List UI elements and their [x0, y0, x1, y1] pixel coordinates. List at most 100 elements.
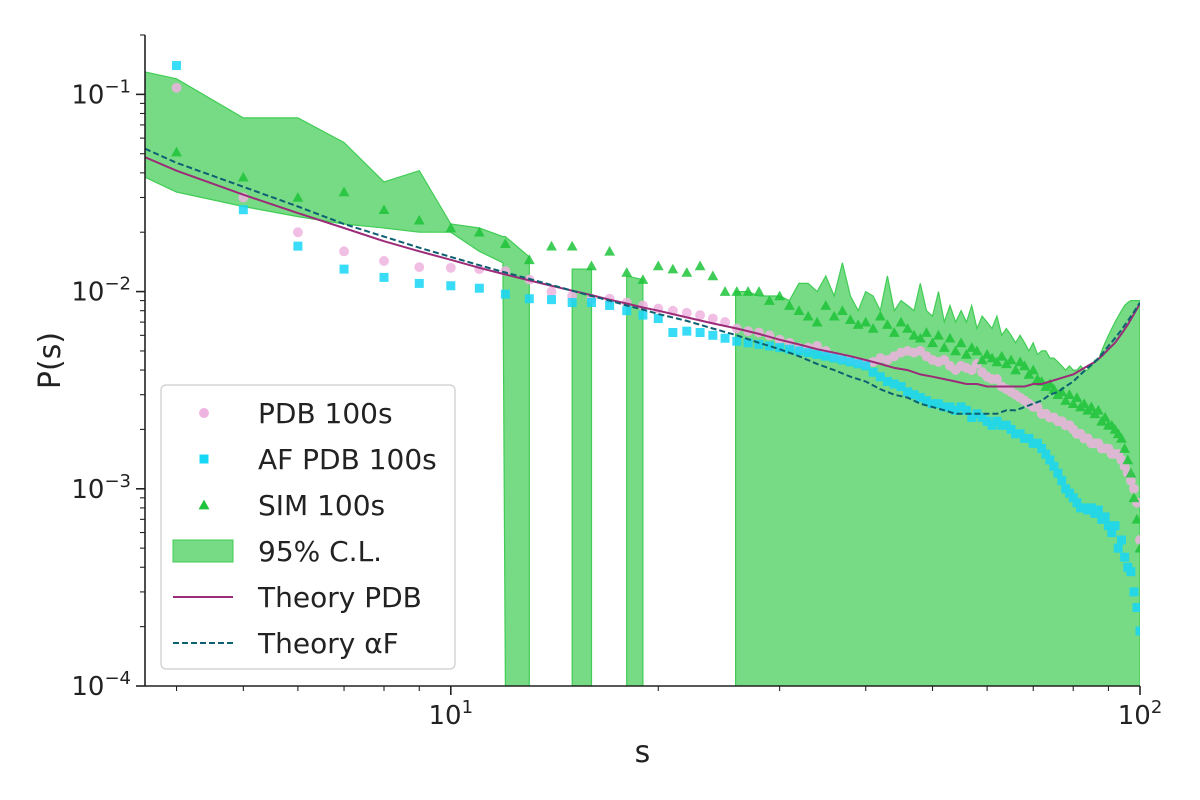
- data-point: [961, 405, 971, 415]
- legend-label: Theory αF: [257, 627, 399, 660]
- data-point: [971, 345, 983, 356]
- data-point: [695, 310, 706, 321]
- data-point: [955, 337, 967, 348]
- data-point: [874, 310, 886, 321]
- y-tick-label: 10−1: [71, 76, 131, 110]
- data-point: [1001, 420, 1011, 430]
- data-point: [1103, 521, 1113, 531]
- data-point: [1131, 513, 1140, 524]
- data-point: [1027, 364, 1039, 375]
- data-point: [1048, 383, 1060, 394]
- y-tick-label: 10−2: [71, 274, 131, 308]
- data-point: [1110, 521, 1120, 531]
- data-point: [1099, 412, 1111, 422]
- data-point: [1085, 401, 1097, 412]
- data-point: [681, 267, 693, 277]
- data-point: [784, 344, 794, 354]
- y-axis-title: P(s): [33, 332, 68, 389]
- data-point: [1024, 433, 1034, 443]
- data-point: [1071, 392, 1083, 402]
- data-point: [1122, 454, 1134, 465]
- data-point: [546, 240, 557, 251]
- data-point: [1120, 552, 1130, 562]
- data-point: [500, 289, 510, 299]
- data-point: [1067, 398, 1079, 409]
- data-point: [882, 376, 892, 386]
- data-point: [888, 327, 900, 337]
- data-point: [708, 330, 718, 340]
- data-point: [987, 420, 997, 430]
- data-point: [802, 310, 814, 321]
- data-point: [292, 192, 304, 202]
- data-point: [523, 254, 535, 265]
- legend-label: AF PDB 100s: [258, 443, 437, 476]
- data-point: [1128, 492, 1140, 503]
- data-point: [1064, 389, 1075, 400]
- data-point: [844, 314, 856, 325]
- legend-entry: AF PDB 100s: [199, 443, 437, 476]
- data-point: [895, 316, 907, 327]
- series-layer: [145, 61, 1140, 636]
- data-point: [586, 298, 596, 308]
- legend-box: [160, 384, 456, 670]
- data-point: [775, 343, 785, 353]
- y-tick-label: 10−3: [71, 471, 131, 505]
- confidence-band-segment: [626, 275, 644, 686]
- data-point: [445, 222, 457, 233]
- data-point: [378, 204, 390, 215]
- data-point: [992, 416, 1002, 426]
- data-point: [172, 61, 182, 71]
- data-point: [567, 298, 577, 308]
- data-point: [811, 316, 823, 327]
- data-point: [881, 319, 893, 329]
- confidence-band-segment: [145, 71, 530, 686]
- data-point: [821, 351, 831, 361]
- legend-label: SIM 100s: [258, 489, 385, 522]
- data-point: [1005, 354, 1017, 365]
- data-point: [996, 350, 1008, 361]
- data-point: [902, 323, 913, 333]
- data-point: [921, 396, 931, 406]
- data-point: [951, 405, 961, 415]
- data-point: [914, 332, 926, 343]
- data-point: [586, 260, 597, 271]
- data-point: [1072, 498, 1082, 508]
- data-point: [379, 272, 389, 282]
- data-point: [909, 390, 919, 400]
- data-point: [961, 349, 972, 359]
- data-point: [812, 349, 822, 359]
- data-point: [896, 382, 906, 392]
- data-point: [1041, 449, 1051, 459]
- data-point: [171, 146, 182, 157]
- square-series: [172, 61, 1140, 636]
- data-point: [927, 337, 938, 348]
- data-point: [566, 240, 578, 251]
- data-point: [939, 402, 949, 412]
- data-point: [622, 306, 632, 316]
- theory-line: [145, 156, 1140, 388]
- data-point: [956, 402, 966, 412]
- data-point: [908, 329, 920, 340]
- data-point: [1056, 386, 1068, 397]
- data-point: [1135, 626, 1140, 636]
- legend-label: PDB 100s: [258, 397, 393, 430]
- data-point: [1078, 398, 1090, 409]
- data-point: [293, 241, 303, 251]
- data-point: [1126, 567, 1136, 577]
- axes-layer: 101 102 10−4 10−3 10−2 10−1 s P(s): [33, 34, 1162, 770]
- data-point: [852, 319, 864, 329]
- data-point: [861, 361, 871, 371]
- data-point: [875, 372, 885, 382]
- data-point: [1129, 483, 1139, 494]
- data-point: [1064, 488, 1074, 498]
- triangle-series: [171, 146, 1140, 553]
- data-point: [774, 290, 786, 301]
- data-point: [1057, 476, 1067, 486]
- data-point: [668, 328, 678, 338]
- data-point: [742, 286, 754, 296]
- legend-entry: PDB 100s: [199, 397, 393, 430]
- data-point: [837, 355, 847, 365]
- data-point: [474, 283, 484, 293]
- data-point: [991, 356, 1003, 367]
